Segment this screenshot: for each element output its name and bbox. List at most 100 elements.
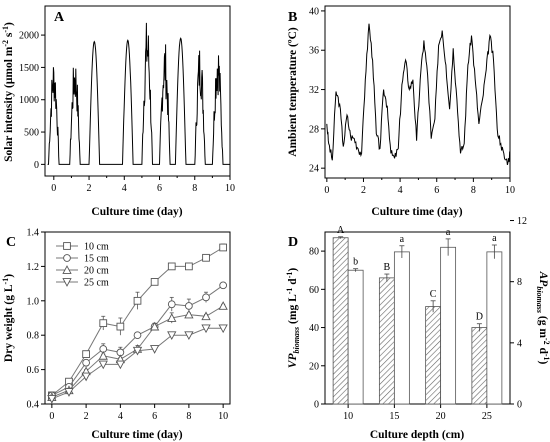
panel-d-frame xyxy=(324,231,511,405)
panel-c-point-15-cm xyxy=(202,293,210,302)
panel-d-productivity: D 10 15 20 25 0 20 40 60 80 0 4 8 12 Ab Ba Ca Da Cultur… xyxy=(285,216,550,441)
panel-c-point-25-cm xyxy=(98,360,108,370)
panel-d-bars: Ab Ba Ca Da xyxy=(332,225,503,405)
panel-a-ytick-label: 1000 xyxy=(19,95,39,106)
panel-d-xtick-label: 15 xyxy=(389,411,399,422)
panel-c-ticks: 0 2 4 6 8 10 0.4 0.6 0.8 1.0 1.2 1.4 xyxy=(27,228,229,423)
panel-c-xtick-label: 4 xyxy=(118,411,123,422)
panel-c-point-10-cm xyxy=(167,262,176,271)
panel-c-point-25-cm xyxy=(47,394,57,404)
panel-c-point-25-cm xyxy=(201,324,211,334)
panel-d-sig-ap-15: a xyxy=(400,234,405,245)
panel-c-point-10-cm xyxy=(202,253,210,262)
panel-c-point-20-cm xyxy=(184,309,194,319)
panel-c-xtick-label: 2 xyxy=(84,411,89,422)
panel-c-xtick-label: 6 xyxy=(152,411,157,422)
panel-d-bar-ap-10 xyxy=(347,269,364,405)
panel-c-point-20-cm xyxy=(218,301,228,310)
panel-c-ylabel: Dry weight (g L-1) xyxy=(1,274,15,362)
panel-d-bar-vp-10 xyxy=(332,237,349,405)
panel-c-legend-label-15-cm: 15 cm xyxy=(84,254,109,265)
panel-d-bar-vp-15 xyxy=(378,277,395,405)
panel-a-xtick-label: 10 xyxy=(225,183,235,194)
panel-d-xtick-label: 10 xyxy=(343,411,353,422)
panel-d-sig-vp-20: C xyxy=(430,289,437,300)
panel-c-point-10-cm xyxy=(185,262,193,271)
panel-c-xlabel: Culture time (day) xyxy=(91,429,182,441)
panel-a-xtick-label: 6 xyxy=(157,183,162,194)
panel-a-frame xyxy=(44,5,231,177)
panel-c-xtick-label: 8 xyxy=(186,411,191,422)
panel-c-ytick-label: 1.2 xyxy=(27,262,40,273)
panel-c-point-10-cm xyxy=(150,278,159,286)
panel-c-point-10-cm xyxy=(219,243,227,252)
panel-c-point-25-cm xyxy=(184,331,194,341)
panel-b-temperature-line xyxy=(326,23,511,166)
panel-c-legend-label-10-cm: 10 cm xyxy=(84,242,109,253)
panel-a-ytick-label: 1500 xyxy=(19,63,39,74)
panel-c-point-20-cm xyxy=(201,311,211,321)
panel-c-point-10-cm xyxy=(133,296,142,305)
panel-c-legend-label-25-cm: 25 cm xyxy=(84,278,109,289)
panel-c-point-25-cm xyxy=(149,345,160,354)
panel-c-point-25-cm xyxy=(81,372,91,382)
panel-d-label: D xyxy=(288,235,298,250)
panel-b-xtick-label: 2 xyxy=(361,185,366,196)
panel-d-left-ytick-label: 20 xyxy=(309,361,319,372)
panel-a-xtick-label: 0 xyxy=(51,183,56,194)
panel-c-legend-marker-15-cm xyxy=(63,254,71,262)
panel-a-xtick-label: 4 xyxy=(122,183,127,194)
panel-d-sig-vp-10: A xyxy=(337,225,345,236)
panel-c-ytick-label: 1.4 xyxy=(27,228,40,239)
panel-d-xlabel: Culture depth (cm) xyxy=(370,429,465,441)
panel-d-sig-ap-25: a xyxy=(492,233,497,244)
panel-c-point-20-cm xyxy=(98,350,108,360)
panel-a-solar-intensity: A 0 2 4 6 8 10 0 500 1000 1500 2000 Culture time (… xyxy=(1,5,235,218)
panel-c-point-20-cm xyxy=(149,321,160,331)
panel-c-label: C xyxy=(6,235,16,250)
panel-c-point-25-cm xyxy=(64,388,74,397)
panel-d-right-ylabel: APbiomass (g m-2 d-1) xyxy=(535,271,550,365)
panel-c-ytick-label: 0.4 xyxy=(27,400,40,411)
panel-c-point-15-cm xyxy=(82,358,90,367)
panel-c-ytick-label: 0.8 xyxy=(27,331,40,342)
panel-d-right-ytick-label: 12 xyxy=(517,216,527,227)
panel-d-left-ytick-label: 60 xyxy=(309,285,319,296)
panel-d-bar-vp-25 xyxy=(471,327,488,405)
panel-c-point-25-cm xyxy=(167,331,177,341)
panel-d-left-ylabel: VPbiomass (mg L-1 d-1) xyxy=(285,268,301,369)
panel-b-xtick-label: 10 xyxy=(505,185,515,196)
panel-a-label: A xyxy=(54,10,65,25)
panel-c-series xyxy=(47,243,228,404)
panel-d-bar-vp-20 xyxy=(425,306,442,405)
panel-b-ylabel: Ambient temperature (ºC) xyxy=(287,27,299,157)
panel-c-legend-marker-10-cm xyxy=(63,242,71,250)
panel-d-sig-vp-25: D xyxy=(476,312,483,323)
panel-a-xlabel: Culture time (day) xyxy=(91,206,182,218)
panel-b-ytick-label: 32 xyxy=(309,85,319,96)
panel-c-point-10-cm xyxy=(99,319,108,328)
panel-c-legend-label-20-cm: 20 cm xyxy=(84,266,109,277)
panel-c-point-10-cm xyxy=(82,350,90,358)
panel-b-ytick-label: 24 xyxy=(309,164,319,175)
panel-a-xtick-label: 8 xyxy=(192,183,197,194)
panel-b-xtick-label: 8 xyxy=(471,185,476,196)
panel-c-point-25-cm xyxy=(115,360,126,370)
panel-d-right-ytick-label: 4 xyxy=(517,338,522,349)
panel-c-point-15-cm xyxy=(185,302,193,310)
panel-b-xlabel: Culture time (day) xyxy=(371,206,462,218)
panel-b-ytick-label: 40 xyxy=(309,6,319,17)
panel-d-left-ytick-label: 0 xyxy=(314,400,319,411)
panel-c-point-15-cm xyxy=(133,331,142,340)
panel-a-ytick-label: 500 xyxy=(24,128,39,139)
panel-d-right-ytick-label: 0 xyxy=(517,400,522,411)
panel-c-xtick-label: 0 xyxy=(49,411,54,422)
panel-d-xtick-label: 25 xyxy=(482,411,492,422)
panel-c-ytick-label: 1.0 xyxy=(27,296,40,307)
panel-c-legend-marker-25-cm xyxy=(62,278,72,287)
panel-a-ytick-label: 0 xyxy=(34,160,39,171)
